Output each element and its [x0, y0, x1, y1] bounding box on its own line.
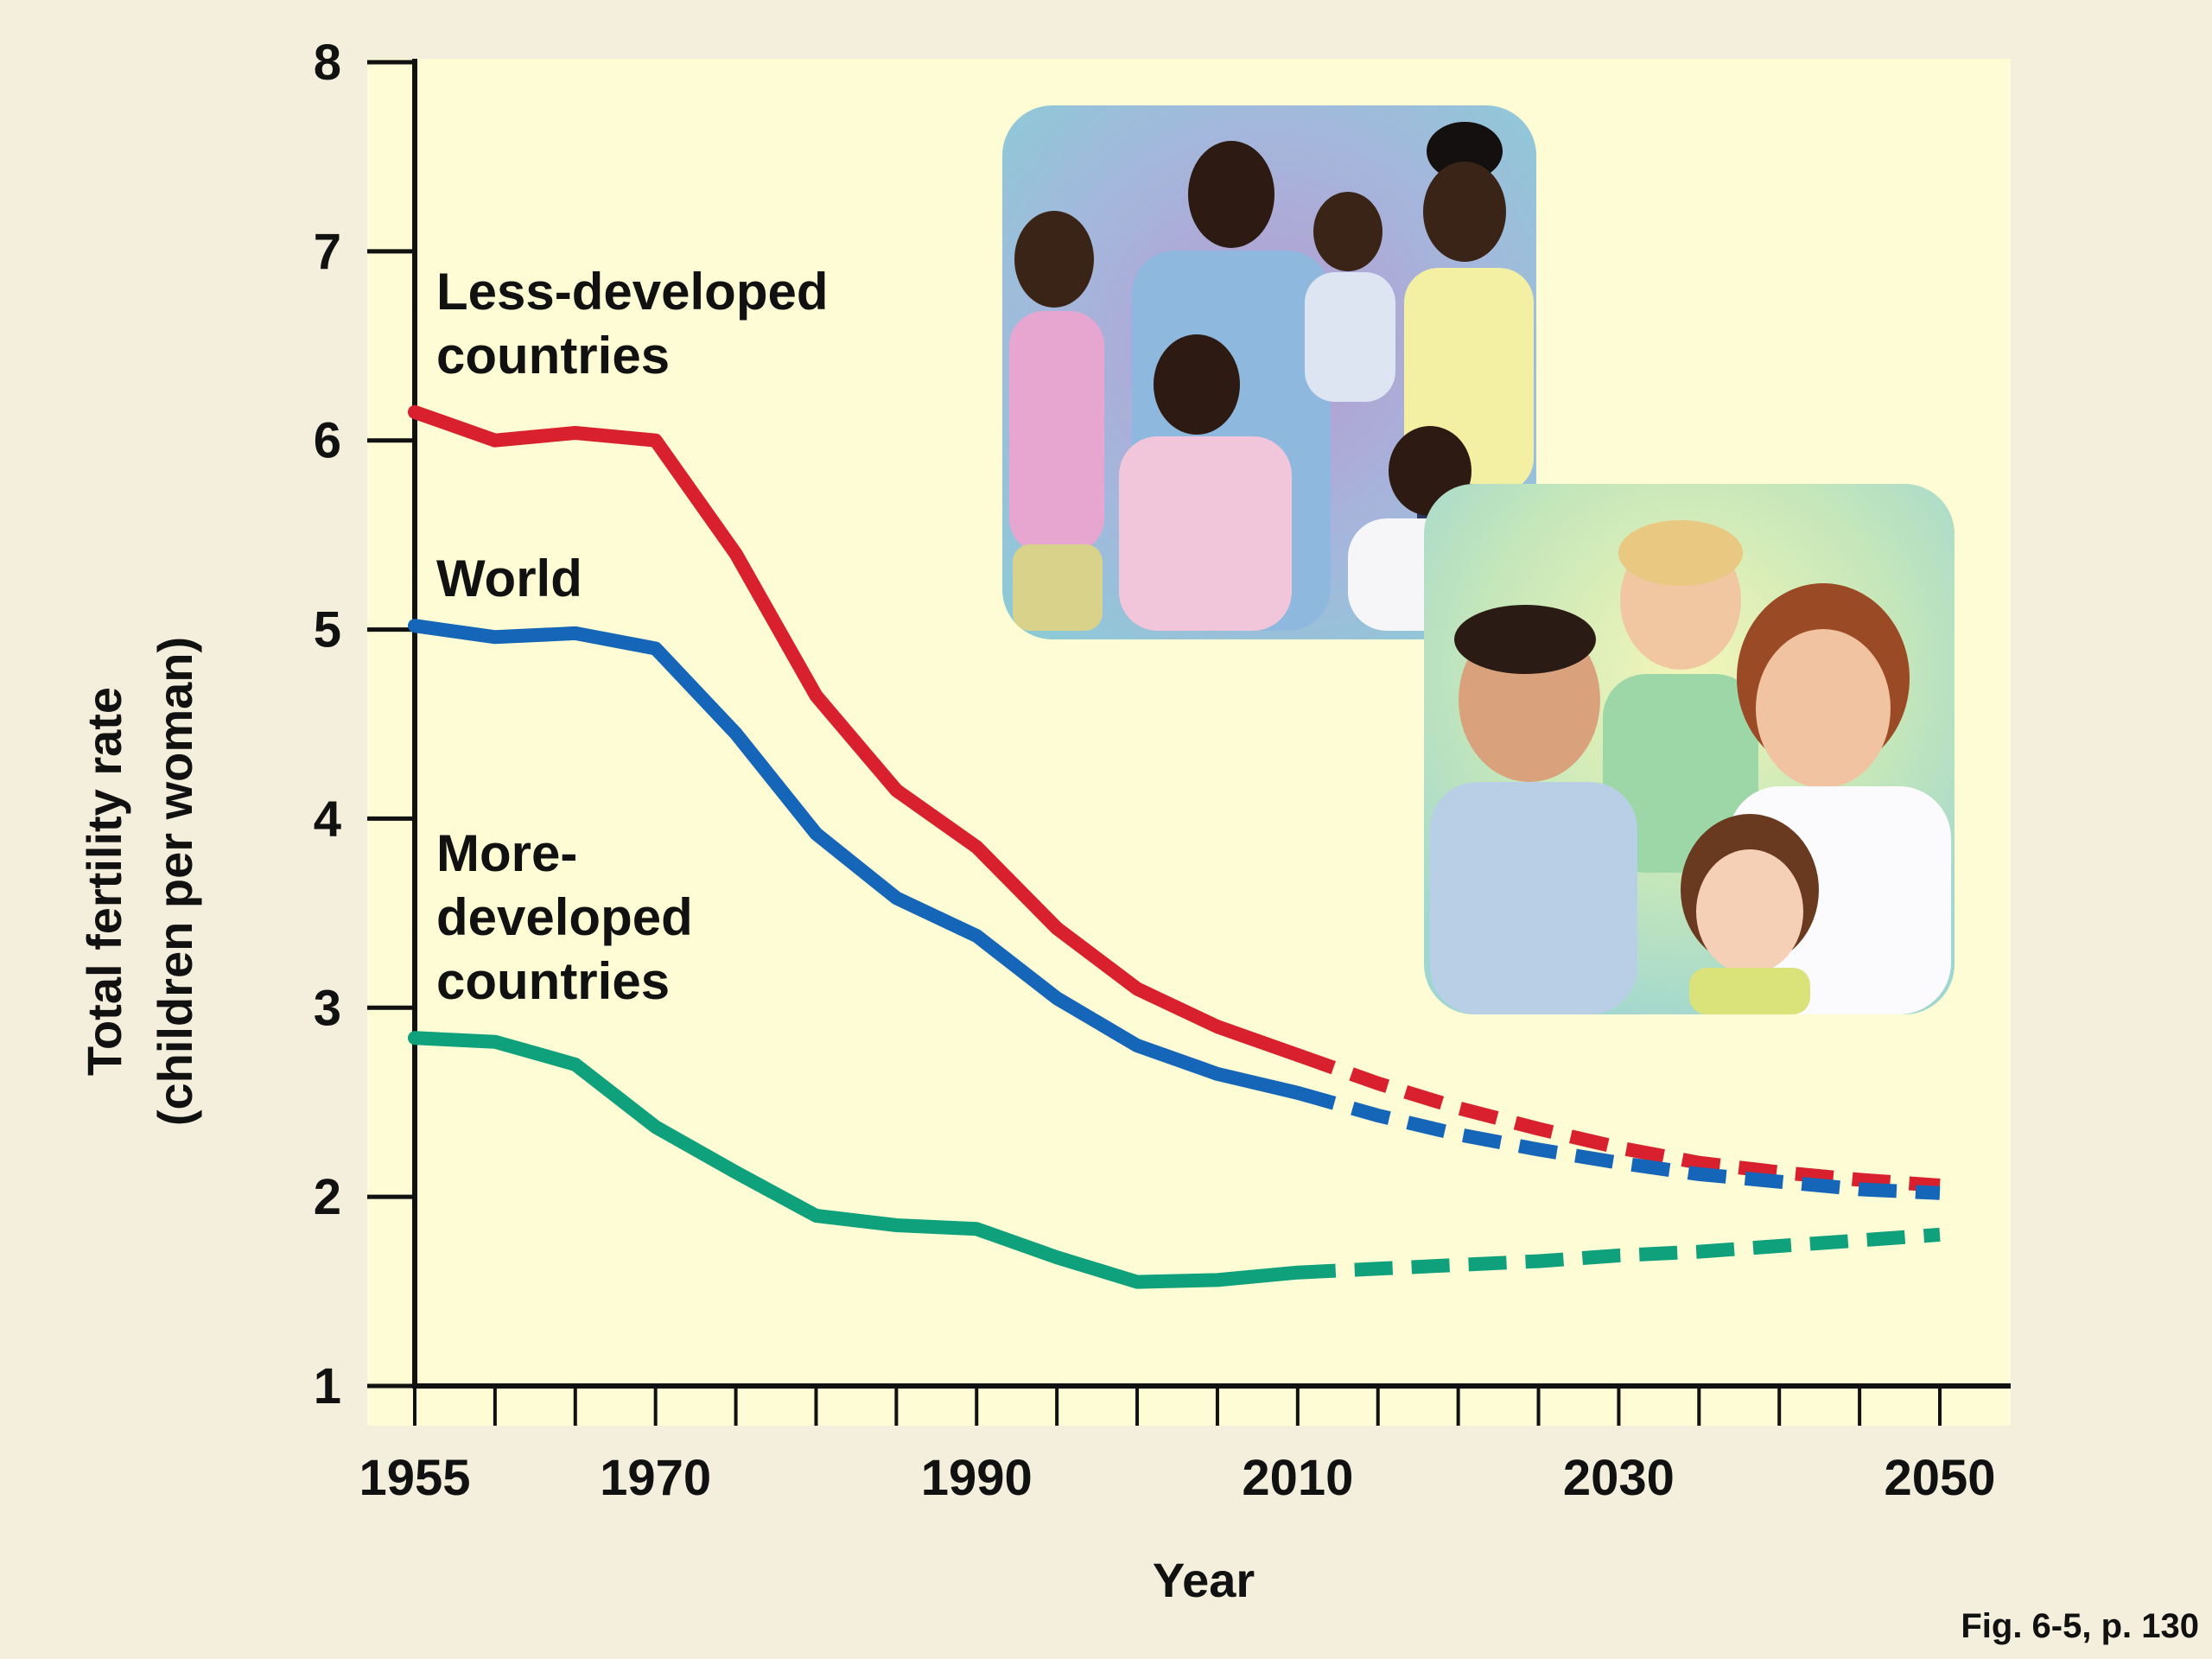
x-tick-label: 2030 — [1563, 1450, 1675, 1506]
x-tick-label: 1990 — [921, 1450, 1033, 1506]
y-tick-label: 8 — [314, 35, 341, 91]
series-line-projected-2 — [1297, 1227, 1941, 1280]
axes — [412, 59, 2011, 1389]
family-photo-small-family-icon — [1424, 484, 1955, 1014]
y-tick-label: 3 — [314, 980, 341, 1036]
x-tick-label: 1970 — [600, 1450, 711, 1506]
x-tick-label: 2050 — [1884, 1450, 1995, 1506]
y-tick-label: 4 — [314, 791, 341, 847]
y-axis-title-line-1: Total fertility rate — [77, 687, 131, 1076]
series-label-1: World — [436, 550, 582, 607]
x-tick-label: 2010 — [1242, 1450, 1353, 1506]
figure-caption: Fig. 6-5, p. 130 — [1961, 1607, 2199, 1645]
x-tick-label: 1955 — [359, 1450, 470, 1506]
y-tick-label: 1 — [314, 1358, 341, 1414]
series-line-projected-1 — [1295, 1086, 1941, 1200]
series-label-0: Less-developed countries — [436, 263, 829, 385]
y-tick-label: 6 — [314, 413, 341, 469]
series-labels: Less-developed countries World More-develop… — [436, 263, 829, 1010]
y-tick-label: 5 — [314, 602, 341, 658]
series-line-projected-0 — [1295, 1048, 1941, 1192]
x-axis-ticks: 1955 1970 1990 2010 2030 2050 — [359, 1386, 1996, 1506]
series-label-2: More-developed countries — [436, 824, 693, 1010]
y-tick-label: 2 — [314, 1169, 341, 1225]
series-group — [408, 404, 1941, 1289]
series-line-historical-1 — [408, 619, 1305, 1100]
y-axis-title: Total fertility rate (children per woman… — [77, 637, 202, 1126]
y-axis-title-line-2: (children per woman) — [148, 637, 202, 1126]
x-axis-title: Year — [1153, 1553, 1255, 1607]
series-line-historical-0 — [408, 404, 1305, 1062]
y-tick-label: 7 — [314, 224, 341, 280]
series-line-historical-2 — [408, 1031, 1305, 1289]
y-axis-ticks: 1 2 3 4 5 6 7 8 — [314, 35, 415, 1414]
